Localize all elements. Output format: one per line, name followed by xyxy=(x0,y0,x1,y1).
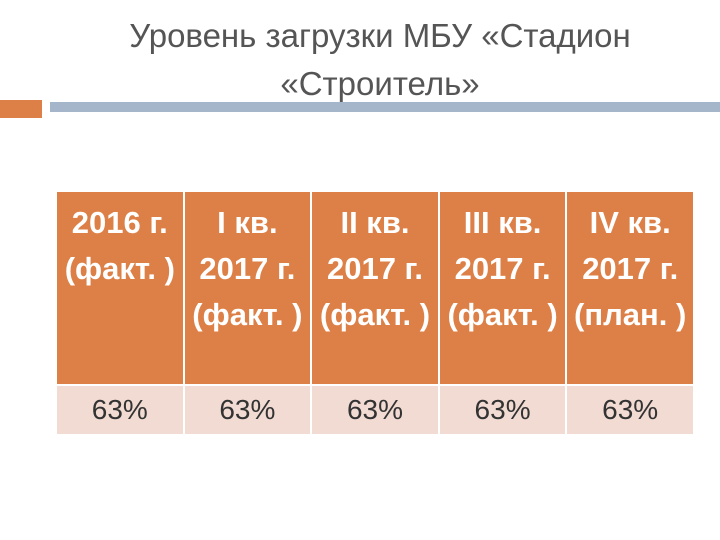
slide-title: Уровень загрузки МБУ «Стадион «Строитель… xyxy=(129,17,631,102)
header-cell: III кв. 2017 г. (факт. ) xyxy=(437,190,568,386)
header-row: 2016 г. (факт. ) I кв. 2017 г. (факт. ) … xyxy=(55,190,695,386)
table: 2016 г. (факт. ) I кв. 2017 г. (факт. ) … xyxy=(55,190,695,436)
accent-block xyxy=(0,100,42,118)
data-cell: 63% xyxy=(565,384,695,436)
data-cell: 63% xyxy=(182,384,313,436)
header-cell: I кв. 2017 г. (факт. ) xyxy=(182,190,313,386)
header-cell: IV кв. 2017 г. (план. ) xyxy=(565,190,695,386)
data-cell: 63% xyxy=(437,384,568,436)
data-row: 63% 63% 63% 63% 63% xyxy=(55,384,695,436)
header-cell: 2016 г. (факт. ) xyxy=(55,190,185,386)
accent-line xyxy=(50,102,720,112)
data-cell: 63% xyxy=(55,384,185,436)
header-cell: II кв. 2017 г. (факт. ) xyxy=(310,190,440,386)
data-cell: 63% xyxy=(310,384,440,436)
